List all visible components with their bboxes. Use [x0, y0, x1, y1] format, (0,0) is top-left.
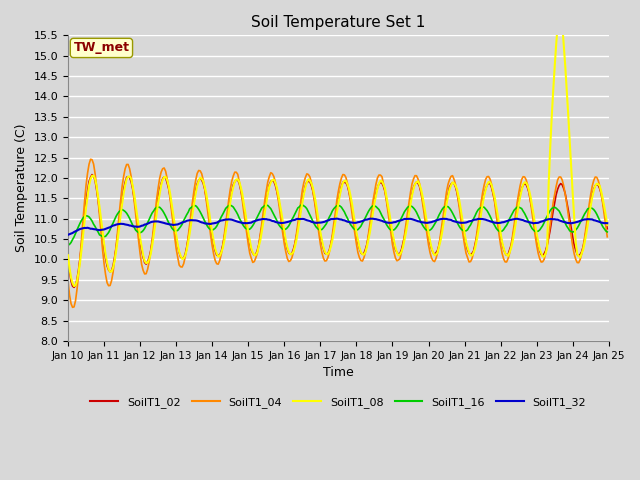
Text: TW_met: TW_met	[74, 41, 129, 54]
Title: Soil Temperature Set 1: Soil Temperature Set 1	[252, 15, 426, 30]
X-axis label: Time: Time	[323, 366, 354, 379]
Legend: SoilT1_02, SoilT1_04, SoilT1_08, SoilT1_16, SoilT1_32: SoilT1_02, SoilT1_04, SoilT1_08, SoilT1_…	[86, 393, 591, 412]
Y-axis label: Soil Temperature (C): Soil Temperature (C)	[15, 124, 28, 252]
